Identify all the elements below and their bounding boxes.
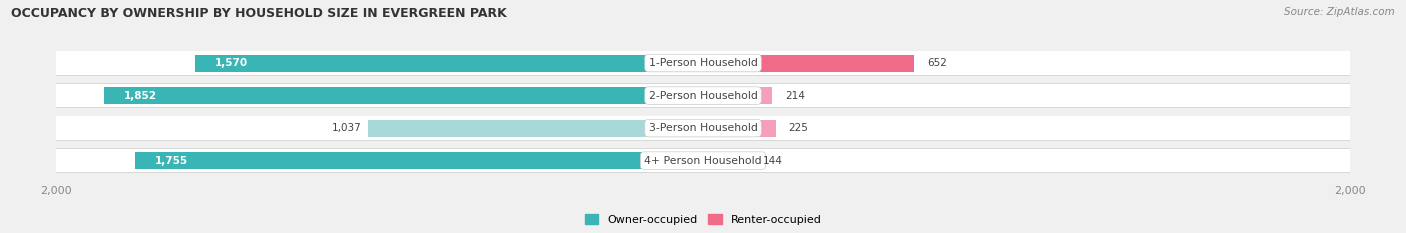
Bar bbox=[56, 51, 1350, 75]
Bar bbox=[703, 152, 749, 169]
Text: 1,570: 1,570 bbox=[215, 58, 247, 68]
Bar bbox=[135, 152, 703, 169]
Text: 214: 214 bbox=[785, 91, 806, 101]
Text: 1,852: 1,852 bbox=[124, 91, 156, 101]
Text: 1-Person Household: 1-Person Household bbox=[648, 58, 758, 68]
Text: 144: 144 bbox=[762, 156, 782, 166]
Bar bbox=[367, 120, 703, 137]
Bar bbox=[56, 83, 1350, 108]
Text: OCCUPANCY BY OWNERSHIP BY HOUSEHOLD SIZE IN EVERGREEN PARK: OCCUPANCY BY OWNERSHIP BY HOUSEHOLD SIZE… bbox=[11, 7, 508, 20]
Legend: Owner-occupied, Renter-occupied: Owner-occupied, Renter-occupied bbox=[581, 210, 825, 229]
Bar bbox=[56, 84, 1350, 107]
Bar bbox=[703, 55, 914, 72]
Bar bbox=[195, 55, 703, 72]
Bar bbox=[56, 148, 1350, 173]
Text: 225: 225 bbox=[789, 123, 808, 133]
Bar bbox=[703, 87, 772, 104]
Text: 4+ Person Household: 4+ Person Household bbox=[644, 156, 762, 166]
Text: 3-Person Household: 3-Person Household bbox=[648, 123, 758, 133]
Text: Source: ZipAtlas.com: Source: ZipAtlas.com bbox=[1284, 7, 1395, 17]
Bar bbox=[703, 120, 776, 137]
Text: 2-Person Household: 2-Person Household bbox=[648, 91, 758, 101]
Bar bbox=[56, 116, 1350, 140]
Bar bbox=[56, 116, 1350, 140]
Text: 1,037: 1,037 bbox=[332, 123, 361, 133]
Bar bbox=[104, 87, 703, 104]
Text: 1,755: 1,755 bbox=[155, 156, 188, 166]
Text: 652: 652 bbox=[927, 58, 946, 68]
Bar bbox=[56, 149, 1350, 172]
Bar bbox=[56, 51, 1350, 75]
